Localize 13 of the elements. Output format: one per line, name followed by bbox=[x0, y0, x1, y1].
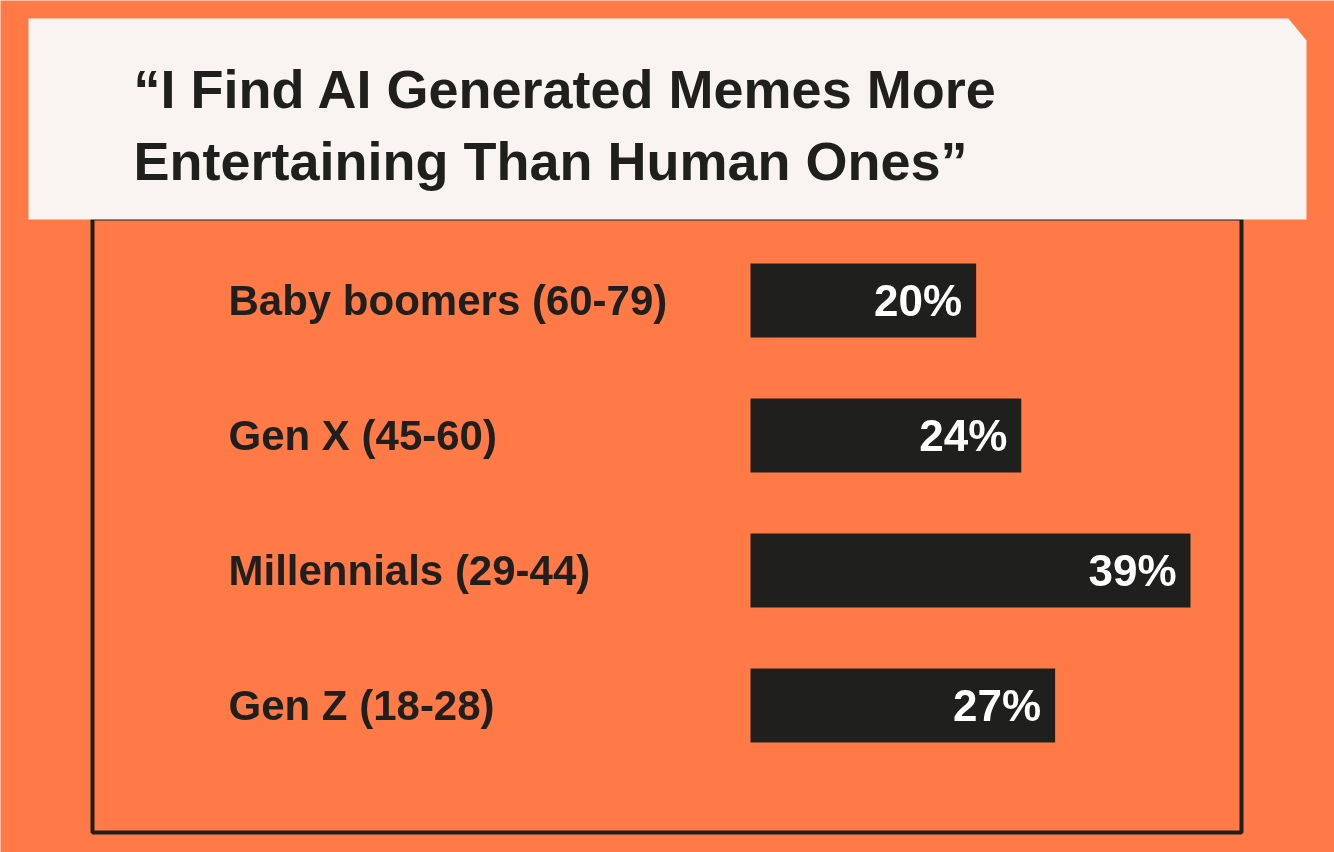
y-tick-label: Gen Z (18-28) bbox=[228, 682, 495, 729]
chart-title: “I Find AI Generated Memes More Entertaining Than Human Ones” bbox=[133, 58, 996, 191]
y-tick-label: Gen X (45-60) bbox=[228, 412, 497, 459]
data-label: 39% bbox=[1088, 546, 1177, 595]
data-label: 27% bbox=[953, 681, 1042, 730]
data-label: 20% bbox=[874, 276, 963, 325]
bar bbox=[750, 398, 1022, 473]
y-tick-label: Baby boomers (60-79) bbox=[228, 277, 668, 324]
bar bbox=[750, 668, 1056, 743]
data-label: 24% bbox=[919, 411, 1008, 460]
bar bbox=[750, 263, 977, 338]
y-tick-label: Millennials (29-44) bbox=[228, 547, 591, 594]
bar bbox=[750, 533, 1191, 608]
